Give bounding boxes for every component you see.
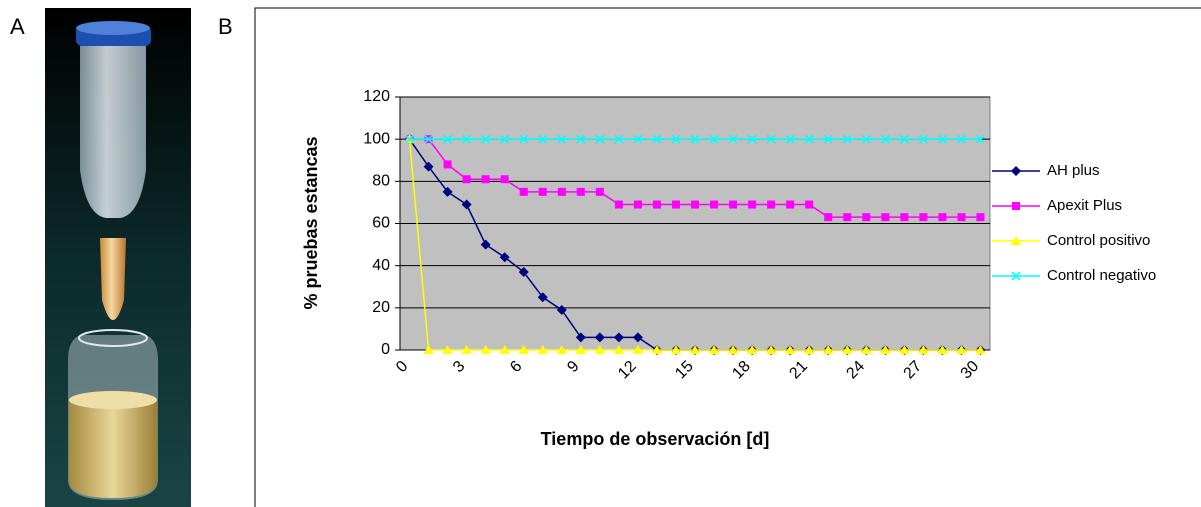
x-tick-label: 6 <box>507 358 525 376</box>
marker <box>520 188 528 196</box>
y-tick-label: 120 <box>363 88 390 105</box>
marker <box>729 201 737 209</box>
x-tick-label: 21 <box>786 358 811 383</box>
y-tick-label: 20 <box>372 299 390 316</box>
marker <box>748 201 756 209</box>
marker <box>444 160 452 168</box>
x-tick-label: 9 <box>564 358 582 376</box>
marker <box>938 213 946 221</box>
y-tick-label: 100 <box>363 130 390 147</box>
marker <box>653 201 661 209</box>
y-tick-label: 0 <box>381 341 390 358</box>
legend-label: Apexit Plus <box>1047 197 1122 214</box>
marker <box>976 213 984 221</box>
marker <box>482 175 490 183</box>
x-tick-label: 15 <box>672 358 697 383</box>
marker <box>672 201 680 209</box>
marker <box>558 188 566 196</box>
y-tick-label: 40 <box>372 257 390 274</box>
x-axis-title: Tiempo de observación [d] <box>541 429 770 449</box>
marker <box>824 213 832 221</box>
marker <box>767 201 775 209</box>
marker <box>919 213 927 221</box>
y-axis-title: % pruebas estancas <box>301 136 321 309</box>
marker <box>710 201 718 209</box>
marker <box>805 201 813 209</box>
marker <box>634 201 642 209</box>
marker <box>501 175 509 183</box>
legend-label: Control positivo <box>1047 232 1150 249</box>
y-tick-label: 60 <box>372 215 390 232</box>
x-tick-label: 27 <box>901 358 926 383</box>
panel-label: A <box>10 14 25 39</box>
legend-label: AH plus <box>1047 162 1100 179</box>
marker <box>900 213 908 221</box>
marker <box>539 188 547 196</box>
marker <box>1011 166 1021 176</box>
y-tick-label: 80 <box>372 173 390 190</box>
legend-label: Control negativo <box>1047 267 1156 284</box>
marker <box>1012 202 1020 210</box>
x-tick-label: 30 <box>958 358 983 383</box>
marker <box>463 175 471 183</box>
photo <box>45 8 191 507</box>
marker <box>691 201 699 209</box>
marker <box>862 213 870 221</box>
marker <box>596 188 604 196</box>
figure: A B Tiempo de observación [d] % pruebas … <box>0 0 1201 507</box>
x-tick-label: 24 <box>843 358 868 383</box>
panel-label: B <box>218 14 233 39</box>
marker <box>786 201 794 209</box>
marker <box>881 213 889 221</box>
x-tick-label: 18 <box>729 358 754 383</box>
marker <box>615 201 623 209</box>
x-tick-label: 0 <box>393 358 411 376</box>
x-tick-label: 12 <box>615 358 640 383</box>
marker <box>577 188 585 196</box>
marker <box>957 213 965 221</box>
marker <box>843 213 851 221</box>
x-tick-label: 3 <box>450 358 468 376</box>
